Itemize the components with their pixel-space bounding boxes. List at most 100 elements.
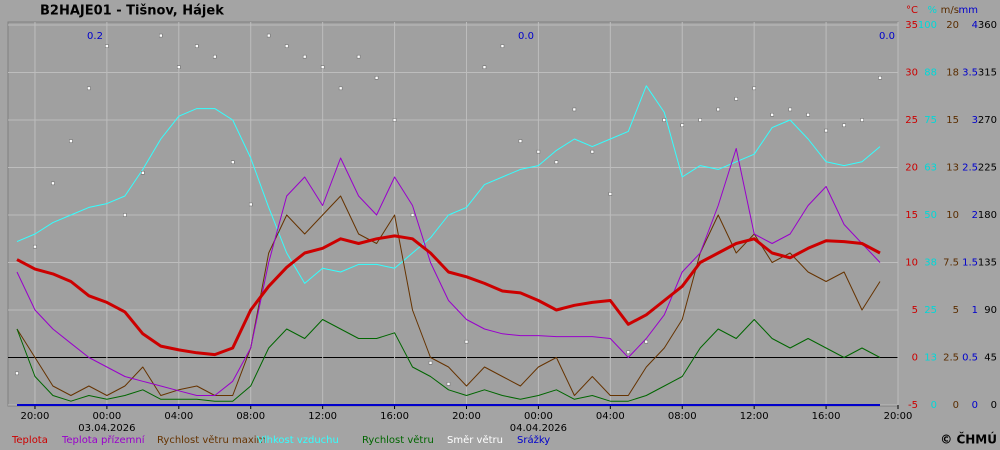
direction-point: [320, 65, 325, 69]
y-tick-label: 63: [924, 163, 937, 174]
direction-point: [536, 149, 541, 154]
direction-point: [177, 65, 181, 69]
direction-point: [230, 160, 235, 164]
direction-point: [123, 213, 127, 217]
y-tick-label: 135: [978, 258, 997, 269]
direction-point: [15, 371, 19, 376]
axis-unit: °C: [906, 5, 918, 16]
x-tick-label: 04:00: [164, 411, 193, 422]
y-tick-label: 13: [946, 163, 959, 174]
direction-point: [500, 44, 505, 48]
y-tick-label: 18: [946, 68, 959, 79]
precip-total: 0.0: [879, 31, 895, 42]
direction-point: [284, 44, 289, 48]
direction-point: [518, 139, 523, 143]
y-tick-label: 13: [924, 353, 937, 364]
direction-point: [410, 213, 415, 217]
direction-point: [266, 33, 271, 38]
y-tick-label: 7.5: [943, 258, 959, 269]
y-tick-label: 30: [905, 68, 918, 79]
y-tick-label: 35: [905, 20, 918, 31]
y-tick-label: 10: [946, 210, 959, 221]
direction-point: [105, 44, 109, 48]
direction-point: [195, 44, 199, 48]
y-tick-label: 2: [972, 210, 978, 221]
series-line: [16, 85, 881, 284]
direction-point: [860, 118, 864, 122]
y-tick-label: 100: [918, 20, 937, 31]
y-tick-label: 0: [953, 400, 959, 411]
direction-point: [248, 202, 253, 207]
y-tick-label: 45: [984, 353, 997, 364]
direction-point: [572, 107, 577, 112]
direction-point: [482, 65, 487, 69]
plot-area: [7, 21, 899, 407]
x-tick-label: 16:00: [380, 411, 409, 422]
y-tick-label: 0: [931, 400, 937, 411]
legend-entry: Teplota přízemní: [61, 434, 146, 446]
series-line: [16, 148, 881, 396]
legend-entry: Vlhkost vzduchu: [257, 435, 339, 446]
axis-unit: m/s: [941, 5, 959, 16]
direction-point: [608, 192, 613, 196]
x-tick-label: 16:00: [812, 411, 841, 422]
x-tick-label: 20:00: [21, 411, 50, 422]
direction-point: [788, 107, 792, 112]
direction-point: [662, 118, 667, 122]
x-tick-label: 20:00: [452, 411, 481, 422]
y-tick-label: 0.5: [962, 353, 978, 364]
x-tick-label: 08:00: [668, 411, 697, 422]
direction-point: [356, 54, 361, 59]
y-tick-label: 5: [912, 305, 918, 316]
direction-point: [680, 123, 684, 128]
direction-point: [464, 339, 469, 344]
y-tick-label: 1.5: [962, 258, 978, 269]
y-tick-label: 75: [924, 115, 937, 126]
y-tick-label: 2.5: [962, 163, 978, 174]
direction-point: [878, 76, 882, 80]
x-tick-label: 08:00: [236, 411, 265, 422]
direction-point: [824, 128, 828, 133]
legend-entry: Teplota: [11, 435, 48, 446]
y-tick-label: 38: [924, 258, 937, 269]
legend-entry: Rychlost větru maxim: [157, 434, 266, 446]
direction-point: [716, 107, 720, 112]
legend-entry: Rychlost větru: [362, 434, 434, 446]
y-tick-label: 3: [972, 115, 978, 126]
y-tick-label: 90: [984, 305, 997, 316]
direction-point: [87, 86, 91, 91]
y-tick-label: 10: [905, 258, 918, 269]
direction-point: [51, 181, 55, 186]
direction-point: [446, 382, 451, 386]
direction-point: [338, 86, 343, 91]
direction-point: [842, 123, 846, 128]
precip-total: 0.0: [518, 31, 534, 42]
direction-point: [159, 33, 163, 38]
y-tick-label: 20: [946, 20, 959, 31]
y-tick-label: 360: [978, 20, 997, 31]
direction-point: [428, 361, 433, 365]
direction-point: [302, 54, 307, 59]
y-tick-label: 20: [905, 163, 918, 174]
series-line: [16, 195, 881, 396]
axis-unit: %: [927, 5, 937, 16]
y-tick-label: 15: [946, 115, 959, 126]
direction-point: [590, 149, 595, 154]
y-tick-label: 88: [924, 68, 937, 79]
y-tick-label: 0: [912, 353, 918, 364]
x-tick-label: 00:00: [524, 411, 553, 422]
direction-point: [752, 86, 756, 91]
x-tick-label: 12:00: [308, 411, 337, 422]
legend-entry: Srážky: [517, 434, 550, 446]
y-tick-label: 180: [978, 210, 997, 221]
y-tick-label: 270: [978, 115, 997, 126]
direction-point: [69, 139, 73, 143]
precip-total: 0.2: [87, 31, 103, 42]
y-tick-label: 25: [924, 305, 937, 316]
direction-point: [806, 112, 810, 117]
direction-point: [770, 112, 774, 117]
y-tick-label: 4: [972, 20, 978, 31]
direction-point: [374, 76, 379, 80]
y-tick-label: 315: [978, 68, 997, 79]
